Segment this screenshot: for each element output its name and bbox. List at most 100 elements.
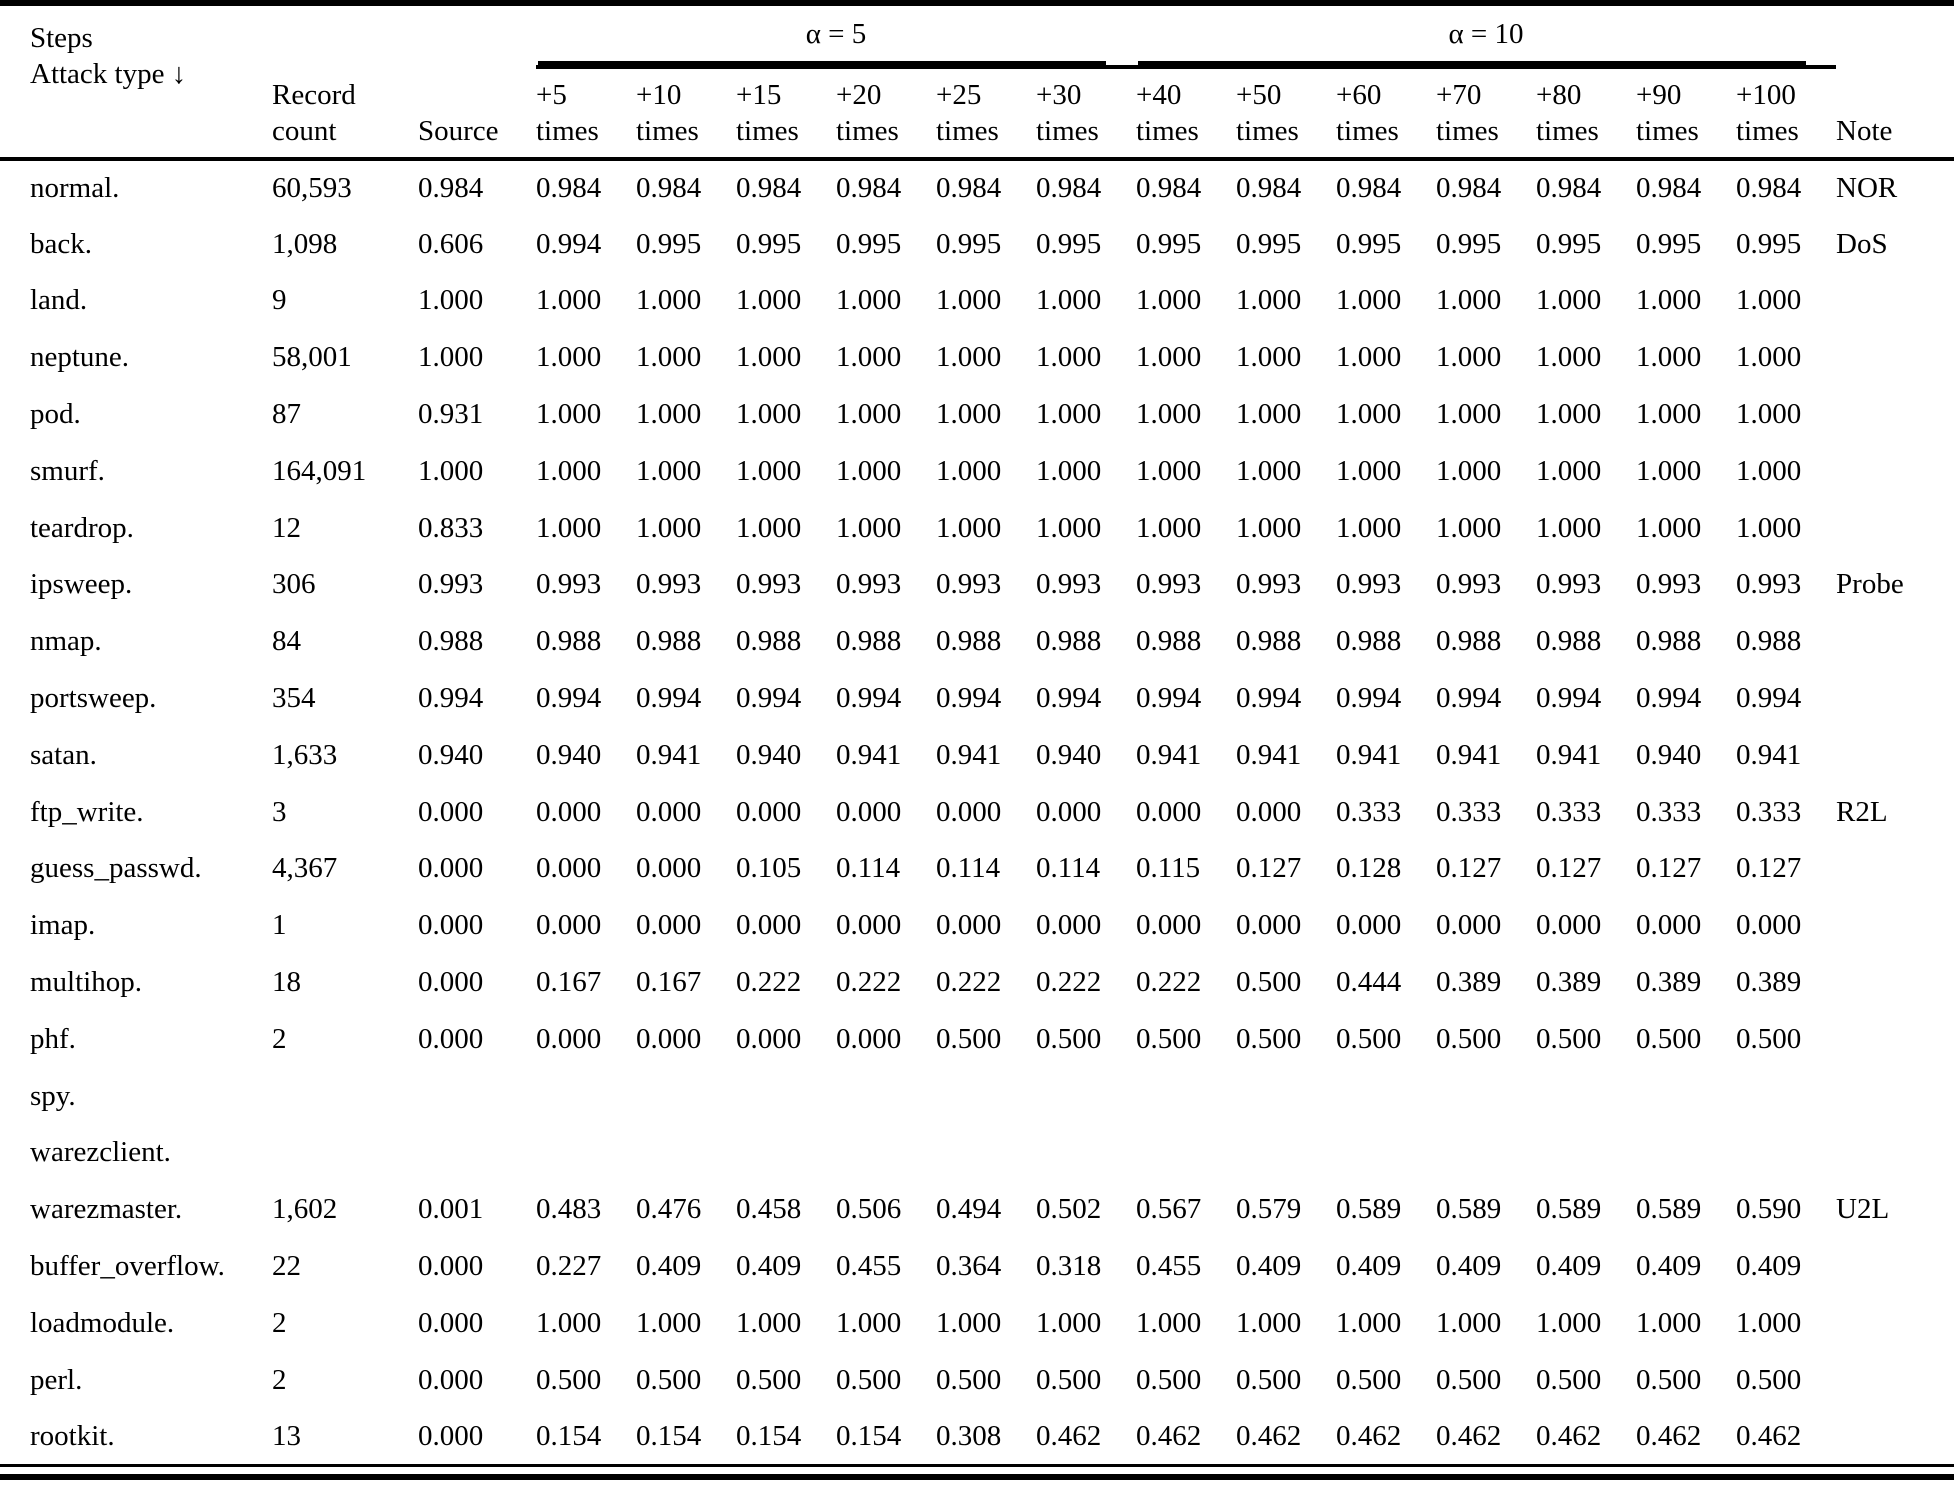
source-cell: 0.000 <box>418 1306 484 1339</box>
header-subrow: +5 times +10 times +15 times +20 times +25 t… <box>0 67 1954 161</box>
attack-type-label: neptune. <box>30 341 130 374</box>
alpha5-value-cell: 0.994 <box>736 682 802 715</box>
alpha5-value-cell: 1.000 <box>836 511 902 544</box>
table-row: spy. <box>0 1068 1954 1125</box>
alpha5-value-cell: 0.000 <box>536 852 602 885</box>
alpha5-value-cell: 1.000 <box>1036 284 1102 317</box>
alpha10-value-cell: 0.455 <box>1136 1250 1202 1283</box>
col-header-20-times: +20 times <box>836 67 936 161</box>
alpha10-value-cell: 0.984 <box>1136 171 1202 204</box>
alpha10-value-cell: 0.941 <box>1336 738 1402 771</box>
note-cell <box>1836 443 1954 500</box>
record-count-cell: 1,633 <box>272 738 338 771</box>
alpha5-value-cell: 0.984 <box>936 171 1002 204</box>
alpha5-value-cell: 0.154 <box>836 1419 902 1452</box>
alpha5-value-cell: 0.308 <box>936 1419 1002 1452</box>
alpha5-value-cell: 1.000 <box>936 284 1002 317</box>
table-bottom-rule <box>0 1473 1954 1480</box>
alpha10-value-cell: 1.000 <box>1336 284 1402 317</box>
table-row: ipsweep. 306 0.993 0.993 0.993 0.993 0.9… <box>0 557 1954 614</box>
col-header-source: Source <box>418 3 536 161</box>
alpha5-value-cell <box>836 1125 936 1182</box>
alpha10-value-cell: 0.941 <box>1536 738 1602 771</box>
alpha10-value-cell: 1.000 <box>1236 284 1302 317</box>
alpha10-value-cell: 0.993 <box>1636 568 1702 601</box>
alpha5-value-cell: 0.993 <box>1036 568 1102 601</box>
alpha10-value-cell: 0.994 <box>1436 682 1502 715</box>
alpha10-value-cell: 0.589 <box>1636 1193 1702 1226</box>
alpha5-value-cell: 0.167 <box>536 966 602 999</box>
record-count-cell: 18 <box>272 966 301 999</box>
attack-type-label: spy. <box>30 1079 76 1112</box>
alpha10-value-cell <box>1436 1068 1536 1125</box>
alpha5-value-cell: 0.222 <box>936 966 1002 999</box>
alpha10-value-cell <box>1636 1068 1736 1125</box>
alpha5-value-cell: 0.500 <box>1036 1022 1102 1055</box>
attack-type-label: portsweep. <box>30 682 157 715</box>
note-cell <box>1836 841 1954 898</box>
alpha5-value-cell: 0.502 <box>1036 1193 1102 1226</box>
alpha10-value-cell: 0.462 <box>1136 1419 1202 1452</box>
alpha5-value-cell: 0.994 <box>636 682 702 715</box>
col-header-90-times: +90 times <box>1636 67 1736 161</box>
record-count-cell: 3 <box>272 795 287 828</box>
alpha10-value-cell: 0.995 <box>1136 227 1202 260</box>
alpha5-value-cell: 1.000 <box>636 284 702 317</box>
alpha5-value-cell: 1.000 <box>736 454 802 487</box>
alpha5-value-cell: 0.500 <box>936 1363 1002 1396</box>
attack-type-label: nmap. <box>30 625 102 658</box>
alpha10-value-cell: 0.993 <box>1236 568 1302 601</box>
note-cell: NOR <box>1836 171 1898 204</box>
alpha5-value-cell <box>936 1125 1036 1182</box>
source-cell: 0.000 <box>418 1022 484 1055</box>
alpha10-value-cell <box>1736 1068 1836 1125</box>
note-cell <box>1836 1352 1954 1409</box>
alpha10-value-cell: 0.462 <box>1536 1419 1602 1452</box>
alpha5-value-cell: 0.988 <box>836 625 902 658</box>
alpha5-value-cell: 0.994 <box>536 227 602 260</box>
alpha5-value-cell: 1.000 <box>1036 341 1102 374</box>
col-header-5-times: +5 times <box>536 67 636 161</box>
note-cell: DoS <box>1836 227 1888 260</box>
alpha10-value-cell <box>1236 1125 1336 1182</box>
alpha10-value-cell: 1.000 <box>1136 1306 1202 1339</box>
alpha10-value-cell: 0.984 <box>1336 171 1402 204</box>
alpha10-value-cell: 0.409 <box>1436 1250 1502 1283</box>
alpha10-value-cell: 0.988 <box>1536 625 1602 658</box>
table-row: imap. 1 0.000 0.000 0.000 0.000 0.000 0.… <box>0 897 1954 954</box>
alpha5-value-cell: 0.500 <box>1036 1363 1102 1396</box>
table-header: Steps Attack type ↓ Record count Source … <box>0 3 1954 161</box>
alpha5-value-cell: 1.000 <box>836 454 902 487</box>
alpha10-value-cell: 0.500 <box>1236 1363 1302 1396</box>
source-cell <box>418 1068 536 1125</box>
alpha5-value-cell: 0.167 <box>636 966 702 999</box>
alpha5-value-cell: 0.000 <box>936 909 1002 942</box>
alpha5-value-cell: 1.000 <box>536 398 602 431</box>
alpha5-value-cell: 0.000 <box>536 1022 602 1055</box>
alpha5-value-cell: 1.000 <box>636 454 702 487</box>
alpha10-value-cell: 0.500 <box>1236 966 1302 999</box>
alpha10-value-cell: 0.000 <box>1236 909 1302 942</box>
attack-type-label: perl. <box>30 1363 83 1396</box>
note-cell: U2L <box>1836 1193 1890 1226</box>
alpha10-value-cell: 1.000 <box>1236 1306 1302 1339</box>
alpha5-value-cell: 1.000 <box>736 1306 802 1339</box>
alpha5-value-cell: 1.000 <box>736 341 802 374</box>
alpha5-value-cell: 1.000 <box>936 1306 1002 1339</box>
alpha10-value-cell: 0.995 <box>1336 227 1402 260</box>
attack-type-label: warezclient. <box>30 1136 171 1169</box>
table-row: buffer_overflow. 22 0.000 0.227 0.409 0.… <box>0 1238 1954 1295</box>
alpha5-value-cell: 0.458 <box>736 1193 802 1226</box>
alpha10-value-cell: 1.000 <box>1136 511 1202 544</box>
col-header-70-times: +70 times <box>1436 67 1536 161</box>
alpha10-value-cell: 0.333 <box>1336 795 1402 828</box>
note-cell <box>1836 1125 1954 1182</box>
attack-type-label: pod. <box>30 398 81 431</box>
alpha10-value-cell: 0.993 <box>1136 568 1202 601</box>
alpha5-value-cell: 1.000 <box>736 511 802 544</box>
alpha5-value-cell: 1.000 <box>1036 398 1102 431</box>
source-cell: 0.931 <box>418 398 484 431</box>
alpha10-value-cell: 0.941 <box>1236 738 1302 771</box>
col-header-50-times: +50 times <box>1236 67 1336 161</box>
alpha10-value-cell: 0.984 <box>1436 171 1502 204</box>
